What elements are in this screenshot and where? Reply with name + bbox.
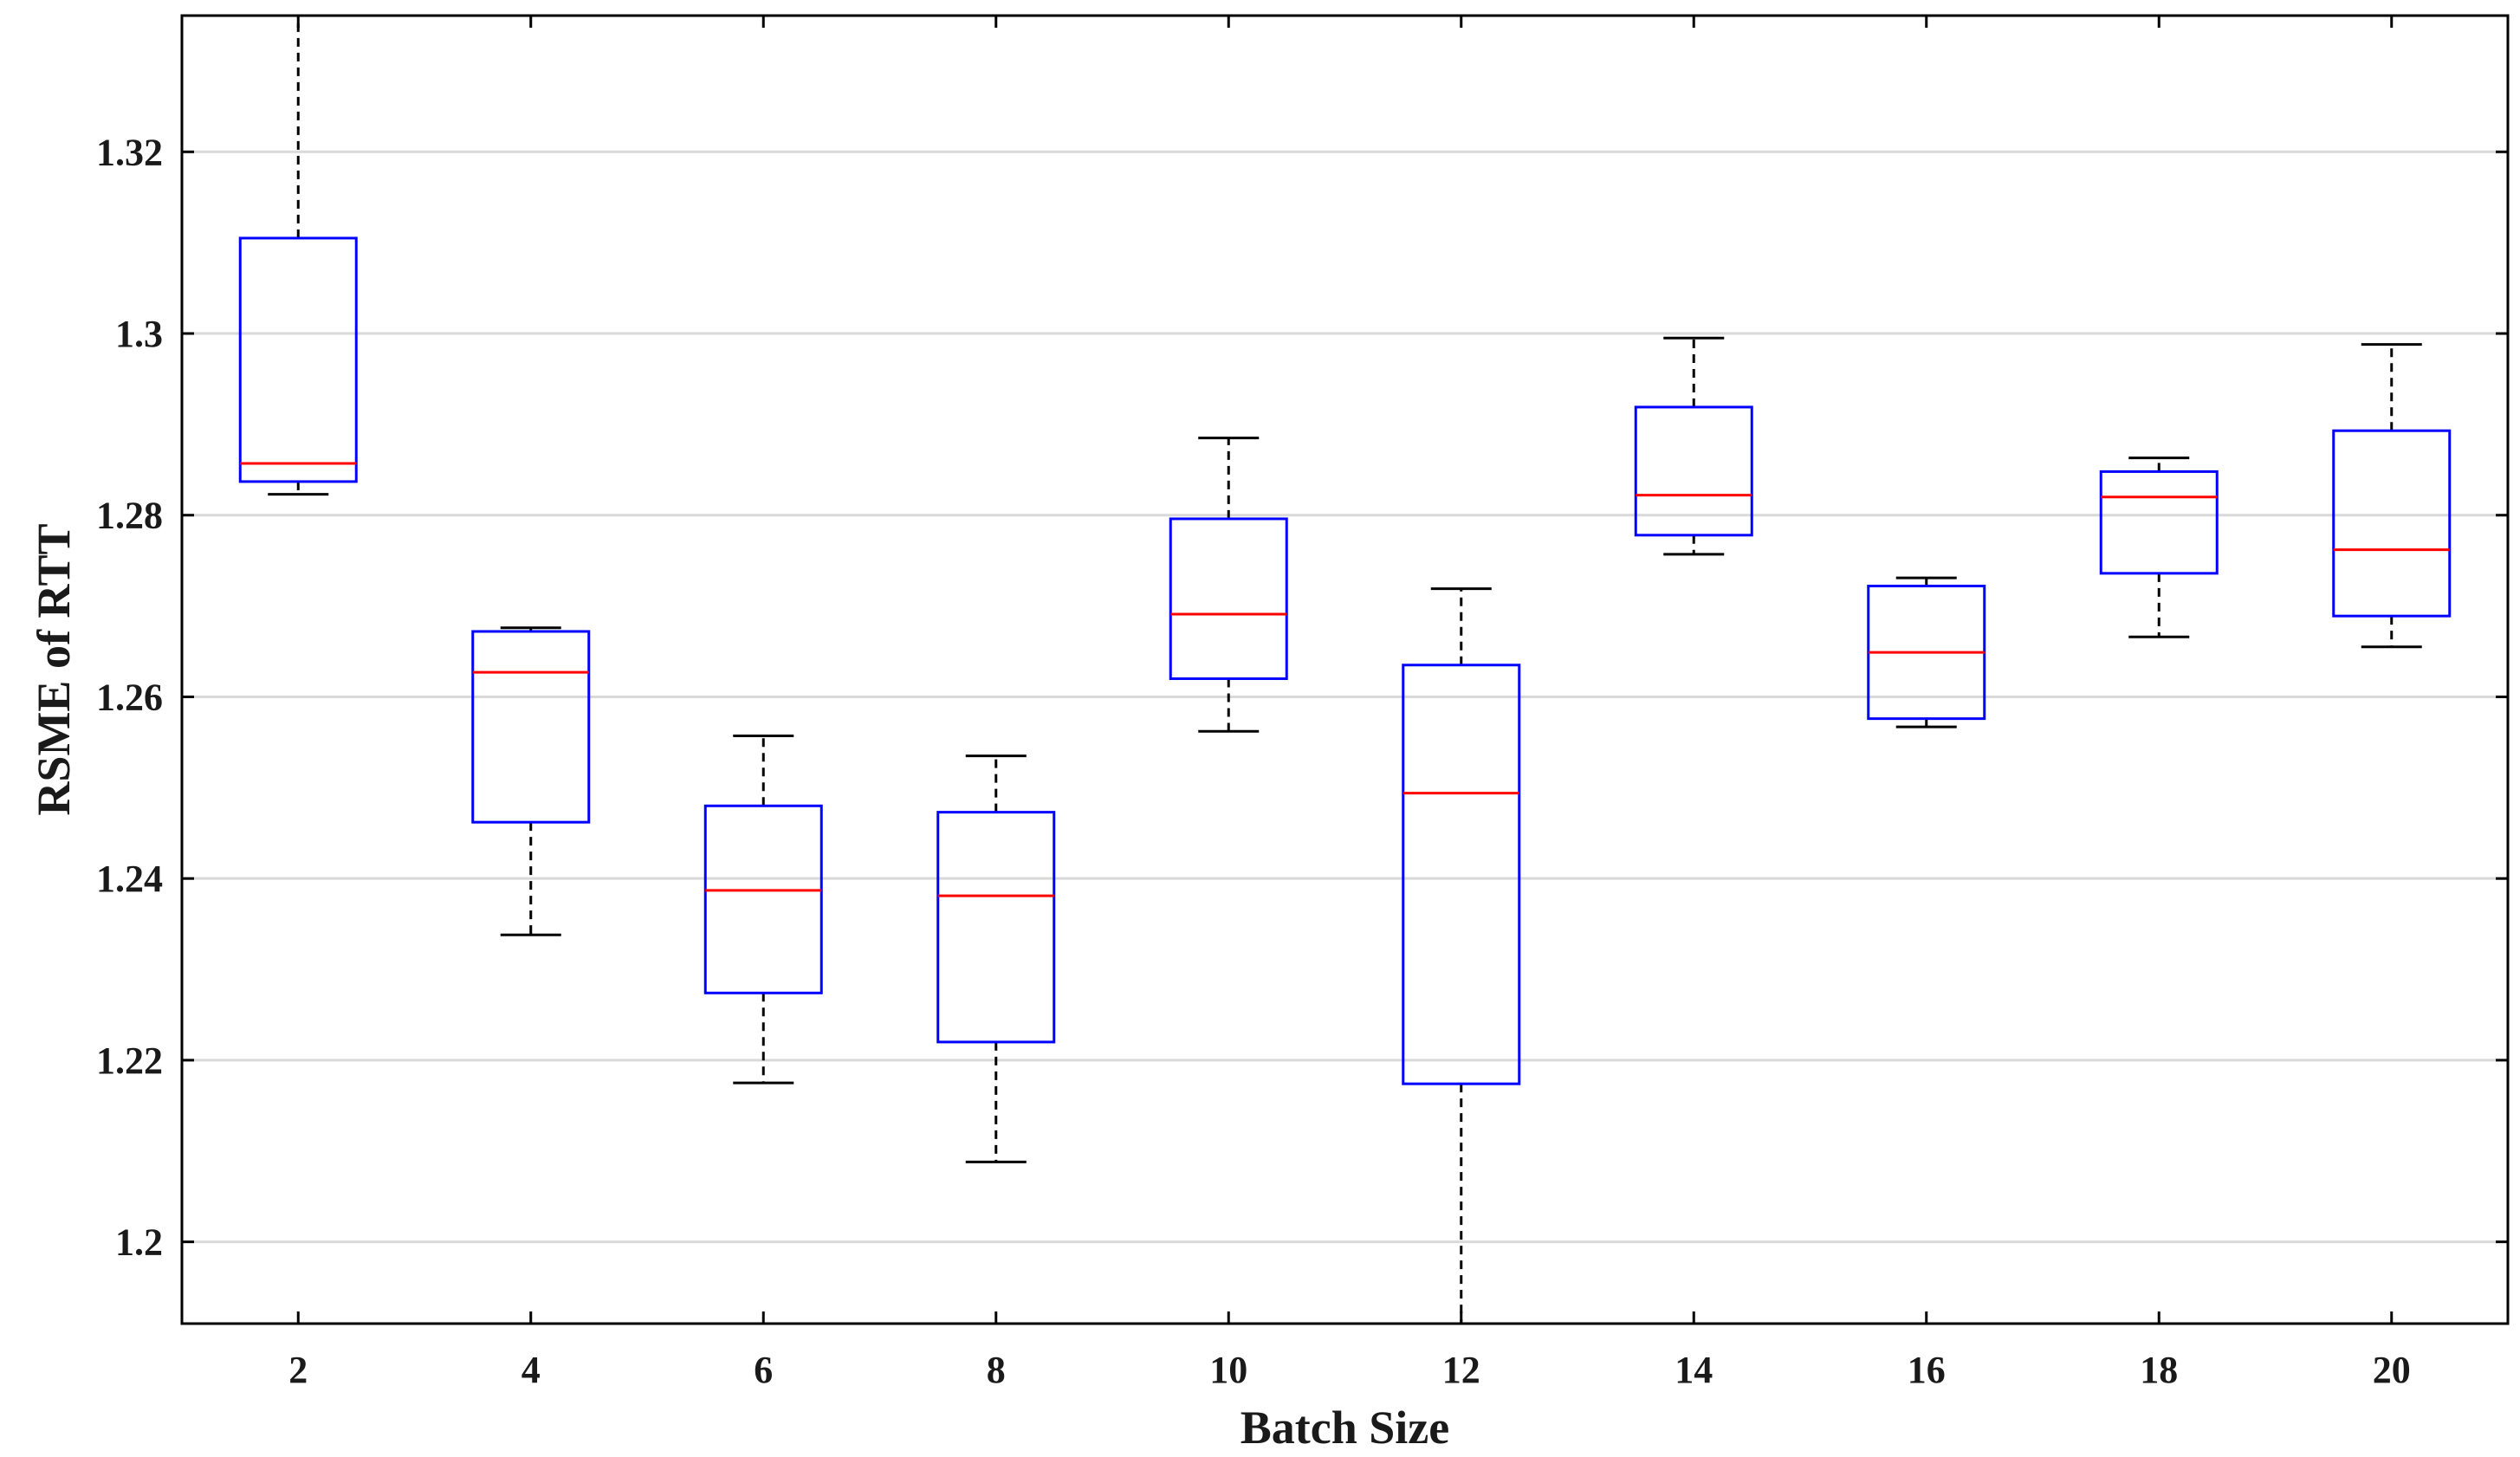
box-series: [238, 14, 2452, 1325]
x-tick-label: 20: [2373, 1349, 2411, 1391]
y-tick-label: 1.26: [96, 676, 163, 718]
x-tick-label: 12: [1442, 1349, 1480, 1391]
x-tick-label: 4: [521, 1349, 541, 1391]
y-tick-label: 1.3: [115, 313, 163, 355]
box-6: [703, 735, 823, 1085]
x-axis-title: Batch Size: [1241, 1402, 1449, 1454]
x-tick-label: 10: [1209, 1349, 1247, 1391]
iqr-box: [1634, 405, 1753, 537]
y-tick-label: 1.24: [96, 858, 163, 900]
x-tick-label: 8: [987, 1349, 1006, 1391]
x-tick-label: 16: [1908, 1349, 1946, 1391]
x-tick-label: 14: [1675, 1349, 1713, 1391]
iqr-box: [238, 236, 358, 483]
box-2: [238, 14, 358, 496]
grid-lines: [182, 150, 2508, 1244]
x-tick-label: 6: [754, 1349, 773, 1391]
box-20: [2332, 343, 2452, 649]
iqr-box: [1169, 517, 1288, 680]
iqr-box: [1402, 664, 1521, 1085]
y-tick-label: 1.28: [96, 495, 163, 537]
iqr-box: [936, 811, 1056, 1044]
box-16: [1867, 576, 1986, 728]
iqr-box: [2332, 429, 2452, 618]
box-14: [1634, 336, 1753, 556]
plot-area-frame: [180, 14, 2510, 1325]
y-tick-label: 1.2: [115, 1221, 163, 1264]
iqr-box: [471, 630, 591, 824]
y-axis-title: RSME of RTT: [28, 523, 80, 815]
y-tick-label: 1.22: [96, 1039, 163, 1082]
box-12: [1402, 587, 1521, 1325]
iqr-box: [2099, 469, 2219, 575]
x-tick-label: 2: [288, 1349, 308, 1391]
box-8: [936, 754, 1056, 1163]
axis-ticks: 1.2 1.22 1.24 1.26 1.28 1.3 1.32 2 4 6 8 10 12 14 16 18…: [96, 16, 2508, 1391]
box-18: [2099, 457, 2219, 638]
iqr-box: [703, 804, 823, 994]
x-tick-label: 18: [2140, 1349, 2178, 1391]
box-4: [471, 626, 591, 936]
y-tick-label: 1.32: [96, 131, 163, 173]
box-10: [1169, 437, 1288, 733]
